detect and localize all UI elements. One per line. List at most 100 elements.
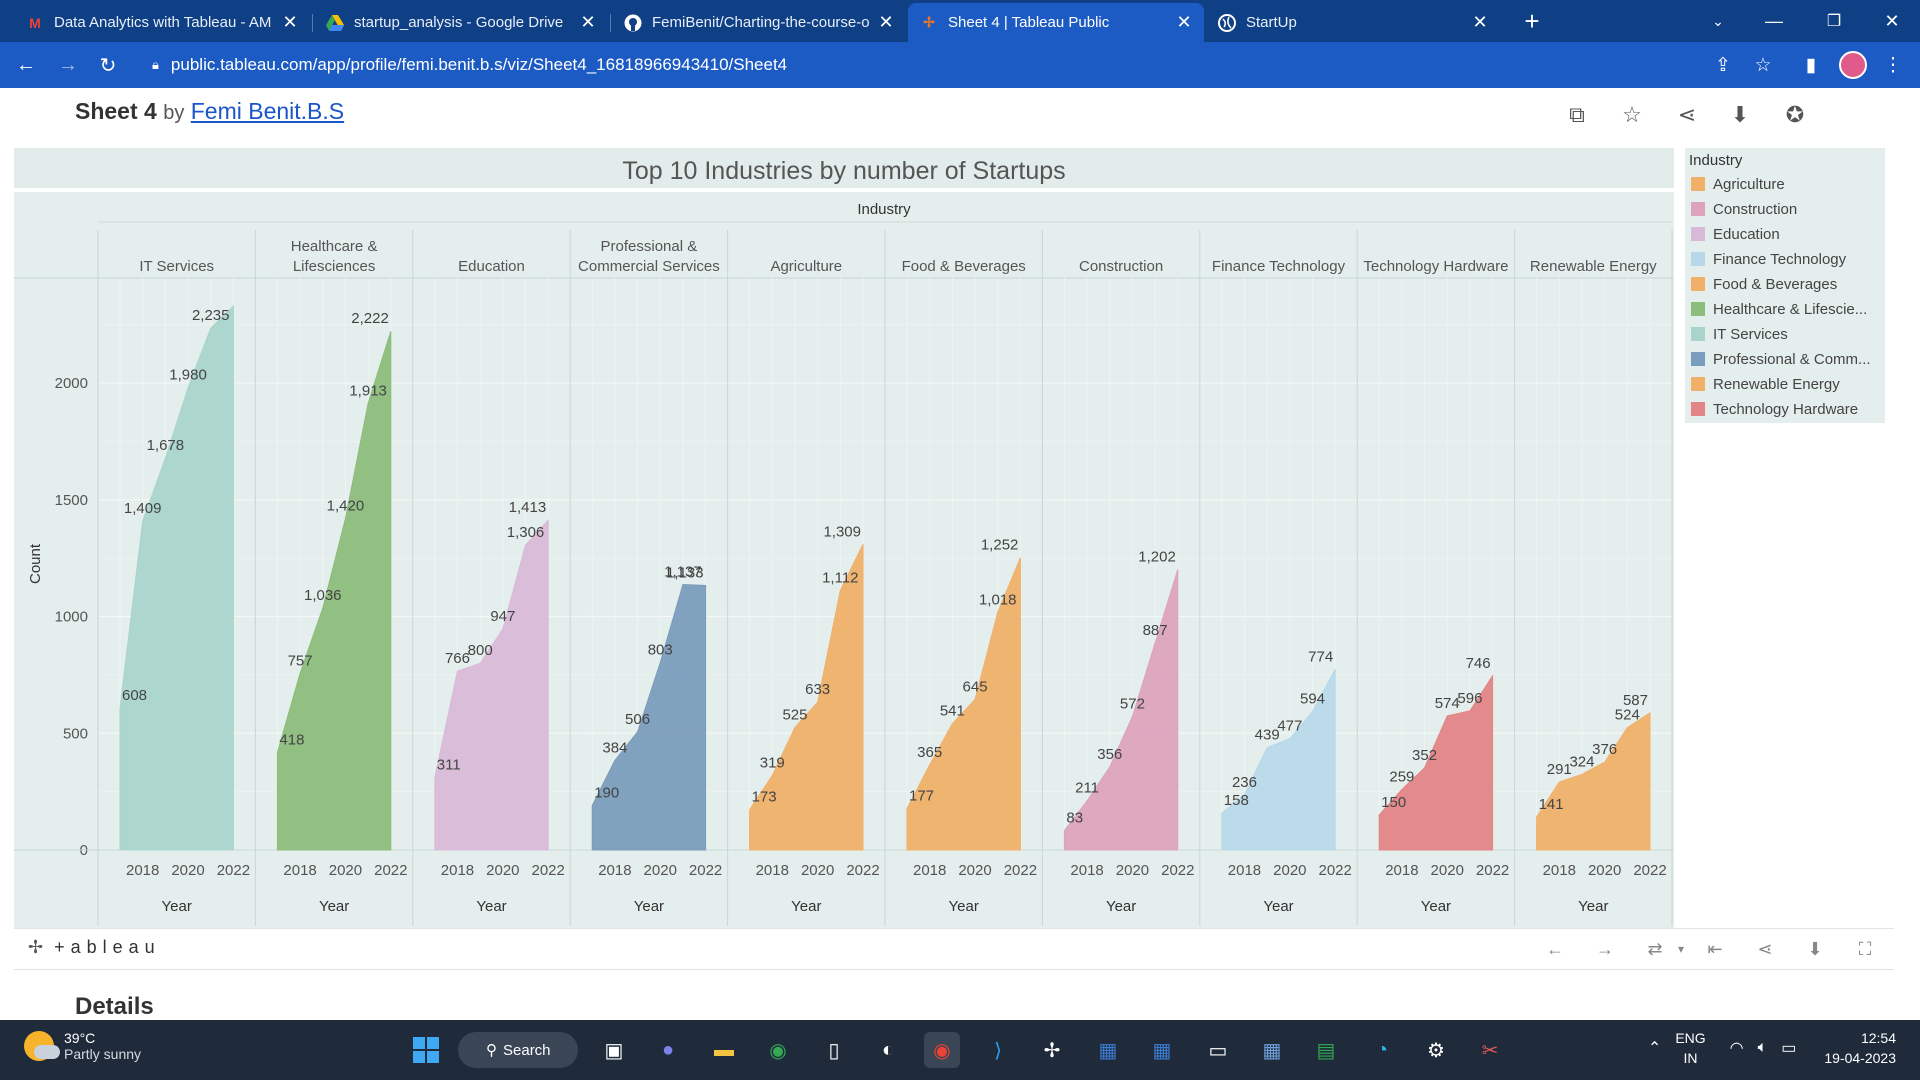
tab-startup[interactable]: StartUp ✕ — [1206, 3, 1500, 42]
data-label: 158 — [1224, 792, 1249, 809]
legend-item[interactable]: Professional & Comm... — [1691, 349, 1871, 369]
taskbar-search[interactable]: ⚲ Search — [458, 1032, 578, 1068]
database-tool-icon[interactable]: ▦ — [1262, 1039, 1282, 1062]
data-label: 150 — [1381, 794, 1406, 811]
terminal-icon[interactable]: ▭ — [1208, 1039, 1228, 1062]
settings-gear-icon[interactable]: ⚙ — [1427, 1039, 1445, 1062]
industry-legend: Industry Agriculture Construction Educatio… — [1685, 148, 1885, 423]
edge-icon[interactable]: ◔ — [1375, 1038, 1389, 1061]
tab-tableau-public[interactable]: ✢ Sheet 4 | Tableau Public ✕ — [908, 3, 1204, 42]
favorite-star-icon[interactable]: ☆ — [1622, 102, 1642, 127]
legend-swatch — [1691, 327, 1705, 341]
revert-icon[interactable]: ⇄ — [1647, 938, 1663, 959]
x-axis-title: Year — [1421, 898, 1451, 915]
close-tab-icon[interactable]: ✕ — [282, 12, 298, 32]
snipping-tool-icon[interactable]: ✂ — [1481, 1039, 1499, 1062]
fullscreen-icon[interactable]: ⛶ — [1858, 938, 1872, 959]
legend-label: Agriculture — [1713, 175, 1785, 193]
x-tick-label: 2020 — [801, 862, 834, 879]
area-series — [276, 331, 392, 851]
data-label: 259 — [1389, 769, 1414, 786]
x-tick-label: 2022 — [374, 862, 407, 879]
share-viz-icon[interactable]: ⋖ — [1757, 938, 1773, 959]
data-label: 1,678 — [147, 437, 185, 454]
data-label: 190 — [594, 785, 619, 802]
volume-icon[interactable]: 🔈︎ — [1757, 1039, 1768, 1056]
weather-widget[interactable]: 39°C Partly sunny — [24, 1030, 141, 1062]
steam-icon[interactable]: ◐ — [881, 1038, 895, 1061]
close-tab-icon[interactable]: ✕ — [878, 12, 894, 32]
data-label: 418 — [279, 731, 304, 748]
task-view-icon[interactable]: ▣ — [604, 1039, 624, 1062]
tableau-app-icon[interactable]: ✢ — [1043, 1039, 1061, 1062]
minimize-button[interactable]: — — [1765, 10, 1783, 31]
new-tab-button[interactable]: + — [1524, 5, 1540, 36]
chrome-active-icon[interactable]: ◉ — [924, 1032, 960, 1068]
title-band — [14, 148, 1674, 188]
chart-title: Top 10 Industries by number of Startups — [622, 157, 1065, 185]
data-label: 2,222 — [351, 310, 389, 327]
reset-icon[interactable]: ⇤ — [1707, 938, 1723, 959]
wifi-icon[interactable]: ◠ — [1729, 1040, 1744, 1057]
legend-item[interactable]: Construction — [1691, 199, 1797, 219]
column-header: Industry — [857, 201, 911, 218]
legend-item[interactable]: Food & Beverages — [1691, 274, 1837, 294]
tab-gmail[interactable]: M Data Analytics with Tableau - AM ✕ — [14, 3, 310, 42]
battery-icon[interactable]: ▭ — [1781, 1040, 1797, 1057]
share-page-icon[interactable]: ⇪ — [1715, 54, 1731, 76]
x-axis-title: Year — [319, 898, 349, 915]
legend-item[interactable]: Technology Hardware — [1691, 399, 1858, 419]
language-indicator[interactable]: ENG IN — [1675, 1028, 1705, 1068]
redo-icon[interactable]: → — [1596, 938, 1614, 959]
forward-arrow-icon[interactable]: → — [58, 53, 78, 76]
close-tab-icon[interactable]: ✕ — [580, 12, 596, 32]
tab-search-chevron-icon[interactable]: ⌄ — [1712, 12, 1724, 29]
panel-header: Agriculture — [770, 258, 842, 275]
legend-item[interactable]: Renewable Energy — [1691, 374, 1840, 394]
mysql-icon[interactable]: ▦ — [1098, 1039, 1118, 1062]
profile-avatar[interactable] — [1836, 42, 1870, 88]
back-arrow-icon[interactable]: ← — [16, 53, 36, 76]
share-icon[interactable]: ⋖ — [1677, 102, 1697, 127]
badge-icon[interactable]: ✪ — [1785, 102, 1805, 127]
legend-item[interactable]: IT Services — [1691, 324, 1788, 344]
revert-dropdown-icon[interactable]: ▾ — [1677, 942, 1685, 956]
tableau-logo[interactable]: ✢ +ableau — [28, 937, 161, 958]
tab-google-drive[interactable]: startup_analysis - Google Drive ✕ — [314, 3, 608, 42]
tab-title: StartUp — [1246, 14, 1297, 31]
author-link[interactable]: Femi Benit.B.S — [190, 98, 345, 124]
tray-chevron-icon[interactable]: ⌃ — [1647, 1040, 1662, 1057]
close-window-button[interactable]: ✕ — [1884, 10, 1900, 31]
chrome-icon[interactable]: ◉ — [769, 1039, 787, 1062]
clock[interactable]: 12:54 19-04-2023 — [1824, 1028, 1896, 1068]
legend-swatch — [1691, 402, 1705, 416]
file-explorer-icon[interactable]: ▬ — [714, 1038, 734, 1061]
legend-item[interactable]: Healthcare & Lifescie... — [1691, 299, 1867, 319]
legend-item[interactable]: Education — [1691, 224, 1780, 244]
sheet-title: Sheet 4 — [75, 98, 157, 124]
vscode-icon[interactable]: ⟩ — [994, 1039, 1002, 1062]
download-viz-icon[interactable]: ⬇︎ — [1807, 938, 1823, 959]
url-field[interactable]: 🔒︎ public.tableau.com/app/profile/femi.b… — [152, 48, 1752, 82]
mysql-workbench-icon[interactable]: ▦ — [1152, 1039, 1172, 1062]
side-panel-icon[interactable]: ▮ — [1805, 54, 1817, 76]
y-tick-label: 500 — [63, 725, 88, 742]
browser-menu-icon[interactable]: ⋮ — [1883, 54, 1903, 76]
excel-icon[interactable]: ▤ — [1316, 1039, 1336, 1062]
tableau-viewer: Sheet 4 by Femi Benit.B.S ⧉ ☆ ⋖ ⬇︎ ✪ Top… — [0, 88, 1920, 1020]
tab-github[interactable]: FemiBenit/Charting-the-course-o ✕ — [612, 3, 906, 42]
legend-item[interactable]: Agriculture — [1691, 174, 1785, 194]
restore-button[interactable]: ❐ — [1826, 13, 1842, 30]
copy-icon[interactable]: ⧉ — [1569, 102, 1585, 127]
bookmark-star-icon[interactable]: ☆ — [1754, 54, 1772, 76]
notepad-icon[interactable]: ▯ — [828, 1039, 840, 1062]
legend-item[interactable]: Finance Technology — [1691, 249, 1846, 269]
windows-start-icon[interactable] — [408, 1032, 444, 1068]
undo-icon[interactable]: ← — [1546, 938, 1564, 959]
reload-icon[interactable]: ↻ — [99, 54, 117, 77]
panel-header: Lifesciences — [293, 258, 376, 275]
close-tab-icon[interactable]: ✕ — [1472, 12, 1488, 32]
download-icon[interactable]: ⬇︎ — [1730, 102, 1750, 127]
close-tab-icon[interactable]: ✕ — [1176, 12, 1192, 32]
teams-chat-icon[interactable]: ● — [661, 1038, 675, 1061]
